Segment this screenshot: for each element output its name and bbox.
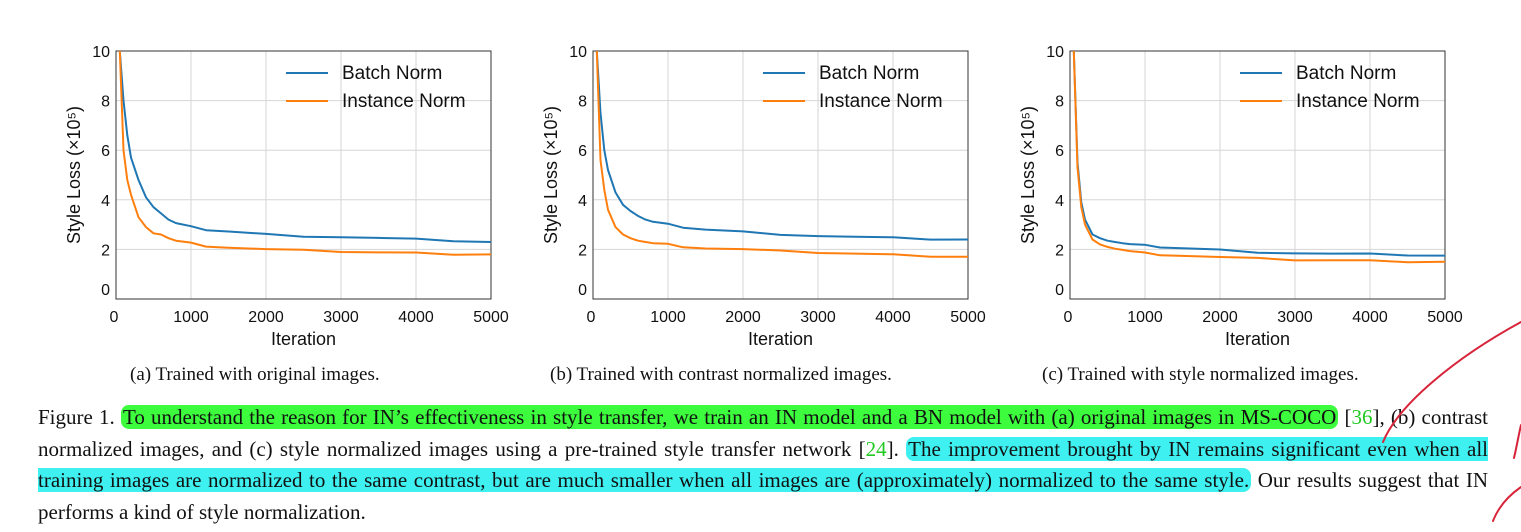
subcaption-c: (c) Trained with style normalized images… — [1042, 364, 1359, 385]
legend-label: Instance Norm — [1296, 91, 1420, 112]
y-tick-label: 8 — [1055, 94, 1064, 111]
subcaption-b: (b) Trained with contrast normalized ima… — [550, 364, 892, 385]
x-tick-label: 4000 — [875, 309, 911, 326]
y-tick-label: 0 — [578, 282, 587, 299]
y-tick-label: 8 — [578, 94, 587, 111]
citation-link[interactable]: 24 — [865, 436, 887, 461]
y-axis-label: Style Loss (×10⁵) — [1018, 106, 1038, 244]
y-tick-label: 10 — [569, 44, 587, 61]
citation-link[interactable]: 36 — [1351, 405, 1373, 429]
chart-c-svg: 0 1000 2000 3000 4000 5000 0 2 4 6 8 10 Iteration Sty… — [1018, 44, 1463, 349]
y-tick-label: 10 — [92, 44, 110, 61]
x-tick-label: 0 — [587, 309, 596, 326]
x-tick-label: 3000 — [323, 309, 359, 326]
y-tick-label: 0 — [101, 282, 110, 299]
x-tick-label: 5000 — [1427, 309, 1463, 326]
subcaption-a: (a) Trained with original images. — [130, 364, 380, 385]
plot-frame — [115, 50, 492, 300]
y-tick-label: 6 — [101, 143, 110, 160]
legend-label: Batch Norm — [819, 63, 919, 84]
legend-label: Instance Norm — [342, 91, 466, 112]
chart-b-svg: 0 1000 2000 3000 4000 5000 0 2 4 6 8 10 Iteration Sty… — [541, 44, 986, 349]
legend-label: Instance Norm — [819, 91, 943, 112]
plot-frame — [1069, 50, 1446, 300]
chart-c: 0 1000 2000 3000 4000 5000 0 2 4 6 8 10 Iteration Sty… — [1010, 36, 1480, 349]
x-tick-label: 1000 — [650, 309, 686, 326]
x-axis-label: Iteration — [271, 329, 336, 349]
chart-a-svg: 0 1000 2000 3000 4000 5000 0 2 4 6 8 10 Iteration Sty… — [64, 44, 509, 349]
chart-a: 0 1000 2000 3000 4000 5000 0 2 4 6 8 10 Iteration Sty… — [56, 36, 526, 349]
x-tick-label: 5000 — [473, 309, 509, 326]
y-tick-label: 2 — [1055, 242, 1064, 259]
highlight-green: To understand the reason for IN’s effect… — [120, 405, 1339, 429]
x-tick-label: 4000 — [398, 309, 434, 326]
plot-frame — [592, 50, 969, 300]
x-tick-label: 5000 — [950, 309, 986, 326]
pen-stroke — [1492, 486, 1521, 522]
x-tick-label: 3000 — [800, 309, 836, 326]
y-tick-label: 6 — [578, 143, 587, 160]
x-tick-label: 1000 — [173, 309, 209, 326]
figure-caption: Figure 1. To understand the reason for I… — [38, 405, 1489, 524]
x-tick-label: 4000 — [1352, 309, 1388, 326]
y-axis-label: Style Loss (×10⁵) — [64, 106, 84, 244]
pen-stroke — [1513, 424, 1521, 459]
y-tick-label: 6 — [1055, 143, 1064, 160]
x-tick-label: 3000 — [1277, 309, 1313, 326]
y-tick-label: 2 — [578, 242, 587, 259]
y-tick-label: 2 — [101, 242, 110, 259]
series-line-batch-norm — [595, 50, 969, 241]
caption-label: Figure 1. — [38, 405, 115, 429]
caption-text: . — [893, 436, 907, 461]
legend-label: Batch Norm — [342, 63, 442, 84]
chart-b: 0 1000 2000 3000 4000 5000 0 2 4 6 8 10 Iteration Sty… — [533, 36, 1003, 349]
y-tick-label: 8 — [101, 94, 110, 111]
series-line-batch-norm — [1072, 50, 1446, 257]
x-tick-label: 0 — [110, 309, 119, 326]
y-tick-label: 0 — [1055, 282, 1064, 299]
series-line-instance-norm — [118, 50, 492, 256]
y-tick-label: 4 — [578, 193, 587, 210]
series-line-instance-norm — [1072, 50, 1446, 264]
x-tick-label: 1000 — [1127, 309, 1163, 326]
x-tick-label: 2000 — [725, 309, 761, 326]
series-line-instance-norm — [595, 50, 969, 258]
x-tick-label: 2000 — [1202, 309, 1238, 326]
caption-text: Our results suggest that IN performs a k… — [38, 468, 1489, 524]
y-tick-label: 10 — [1046, 44, 1064, 61]
y-tick-label: 4 — [101, 193, 110, 210]
series-line-batch-norm — [118, 50, 492, 243]
x-axis-label: Iteration — [748, 329, 813, 349]
legend-label: Batch Norm — [1296, 63, 1396, 84]
x-axis-label: Iteration — [1225, 329, 1290, 349]
y-axis-label: Style Loss (×10⁵) — [541, 106, 561, 244]
x-tick-label: 0 — [1064, 309, 1073, 326]
y-tick-label: 4 — [1055, 193, 1064, 210]
x-tick-label: 2000 — [248, 309, 284, 326]
